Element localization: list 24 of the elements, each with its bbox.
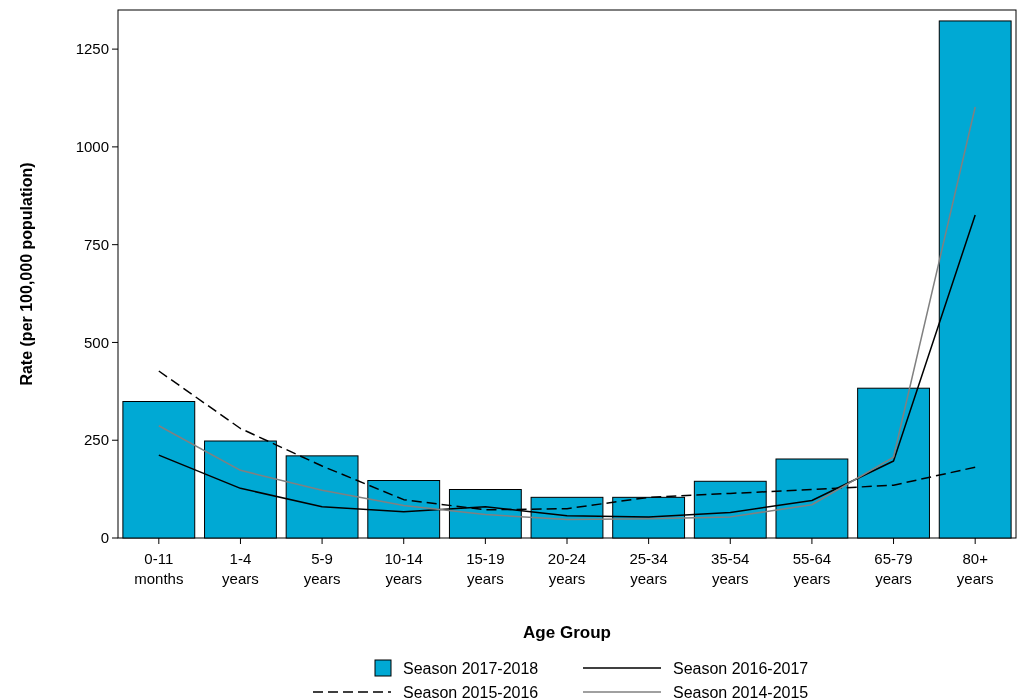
x-tick-label: 55-64 years	[792, 550, 832, 587]
legend-label: Season 2016-2017	[673, 659, 809, 677]
legend-label: Season 2017-2018	[403, 659, 539, 677]
y-tick-label: 250	[83, 431, 109, 449]
legend-label: Season 2014-2015	[673, 683, 809, 700]
x-tick-label: 80+ years	[956, 550, 994, 587]
x-tick-label: 35-54 years	[711, 550, 750, 587]
x-tick-label: 5-9 years	[303, 550, 341, 587]
y-tick-label: 500	[83, 333, 109, 351]
y-axis-title: Rate (per 100,000 population)	[18, 162, 35, 386]
y-tick-label: 1250	[75, 40, 109, 58]
x-tick-label: 20-24 years	[547, 550, 587, 587]
y-tick-label: 0	[100, 529, 109, 547]
x-tick-label: 65-79 years	[874, 550, 913, 587]
x-tick-label: 1-4 years	[222, 550, 259, 587]
y-tick-label: 1000	[75, 138, 109, 156]
x-tick-label: 10-14 years	[384, 550, 423, 587]
y-tick-label: 750	[83, 235, 109, 253]
x-tick-label: 0-11 months	[134, 550, 184, 587]
line-series	[158, 106, 976, 521]
x-tick-label: 25-34 years	[629, 550, 668, 587]
x-tick-label: 15-19 years	[466, 550, 505, 587]
legend-label: Season 2015-2016	[403, 683, 539, 700]
x-axis-title: Age Group	[523, 623, 611, 642]
